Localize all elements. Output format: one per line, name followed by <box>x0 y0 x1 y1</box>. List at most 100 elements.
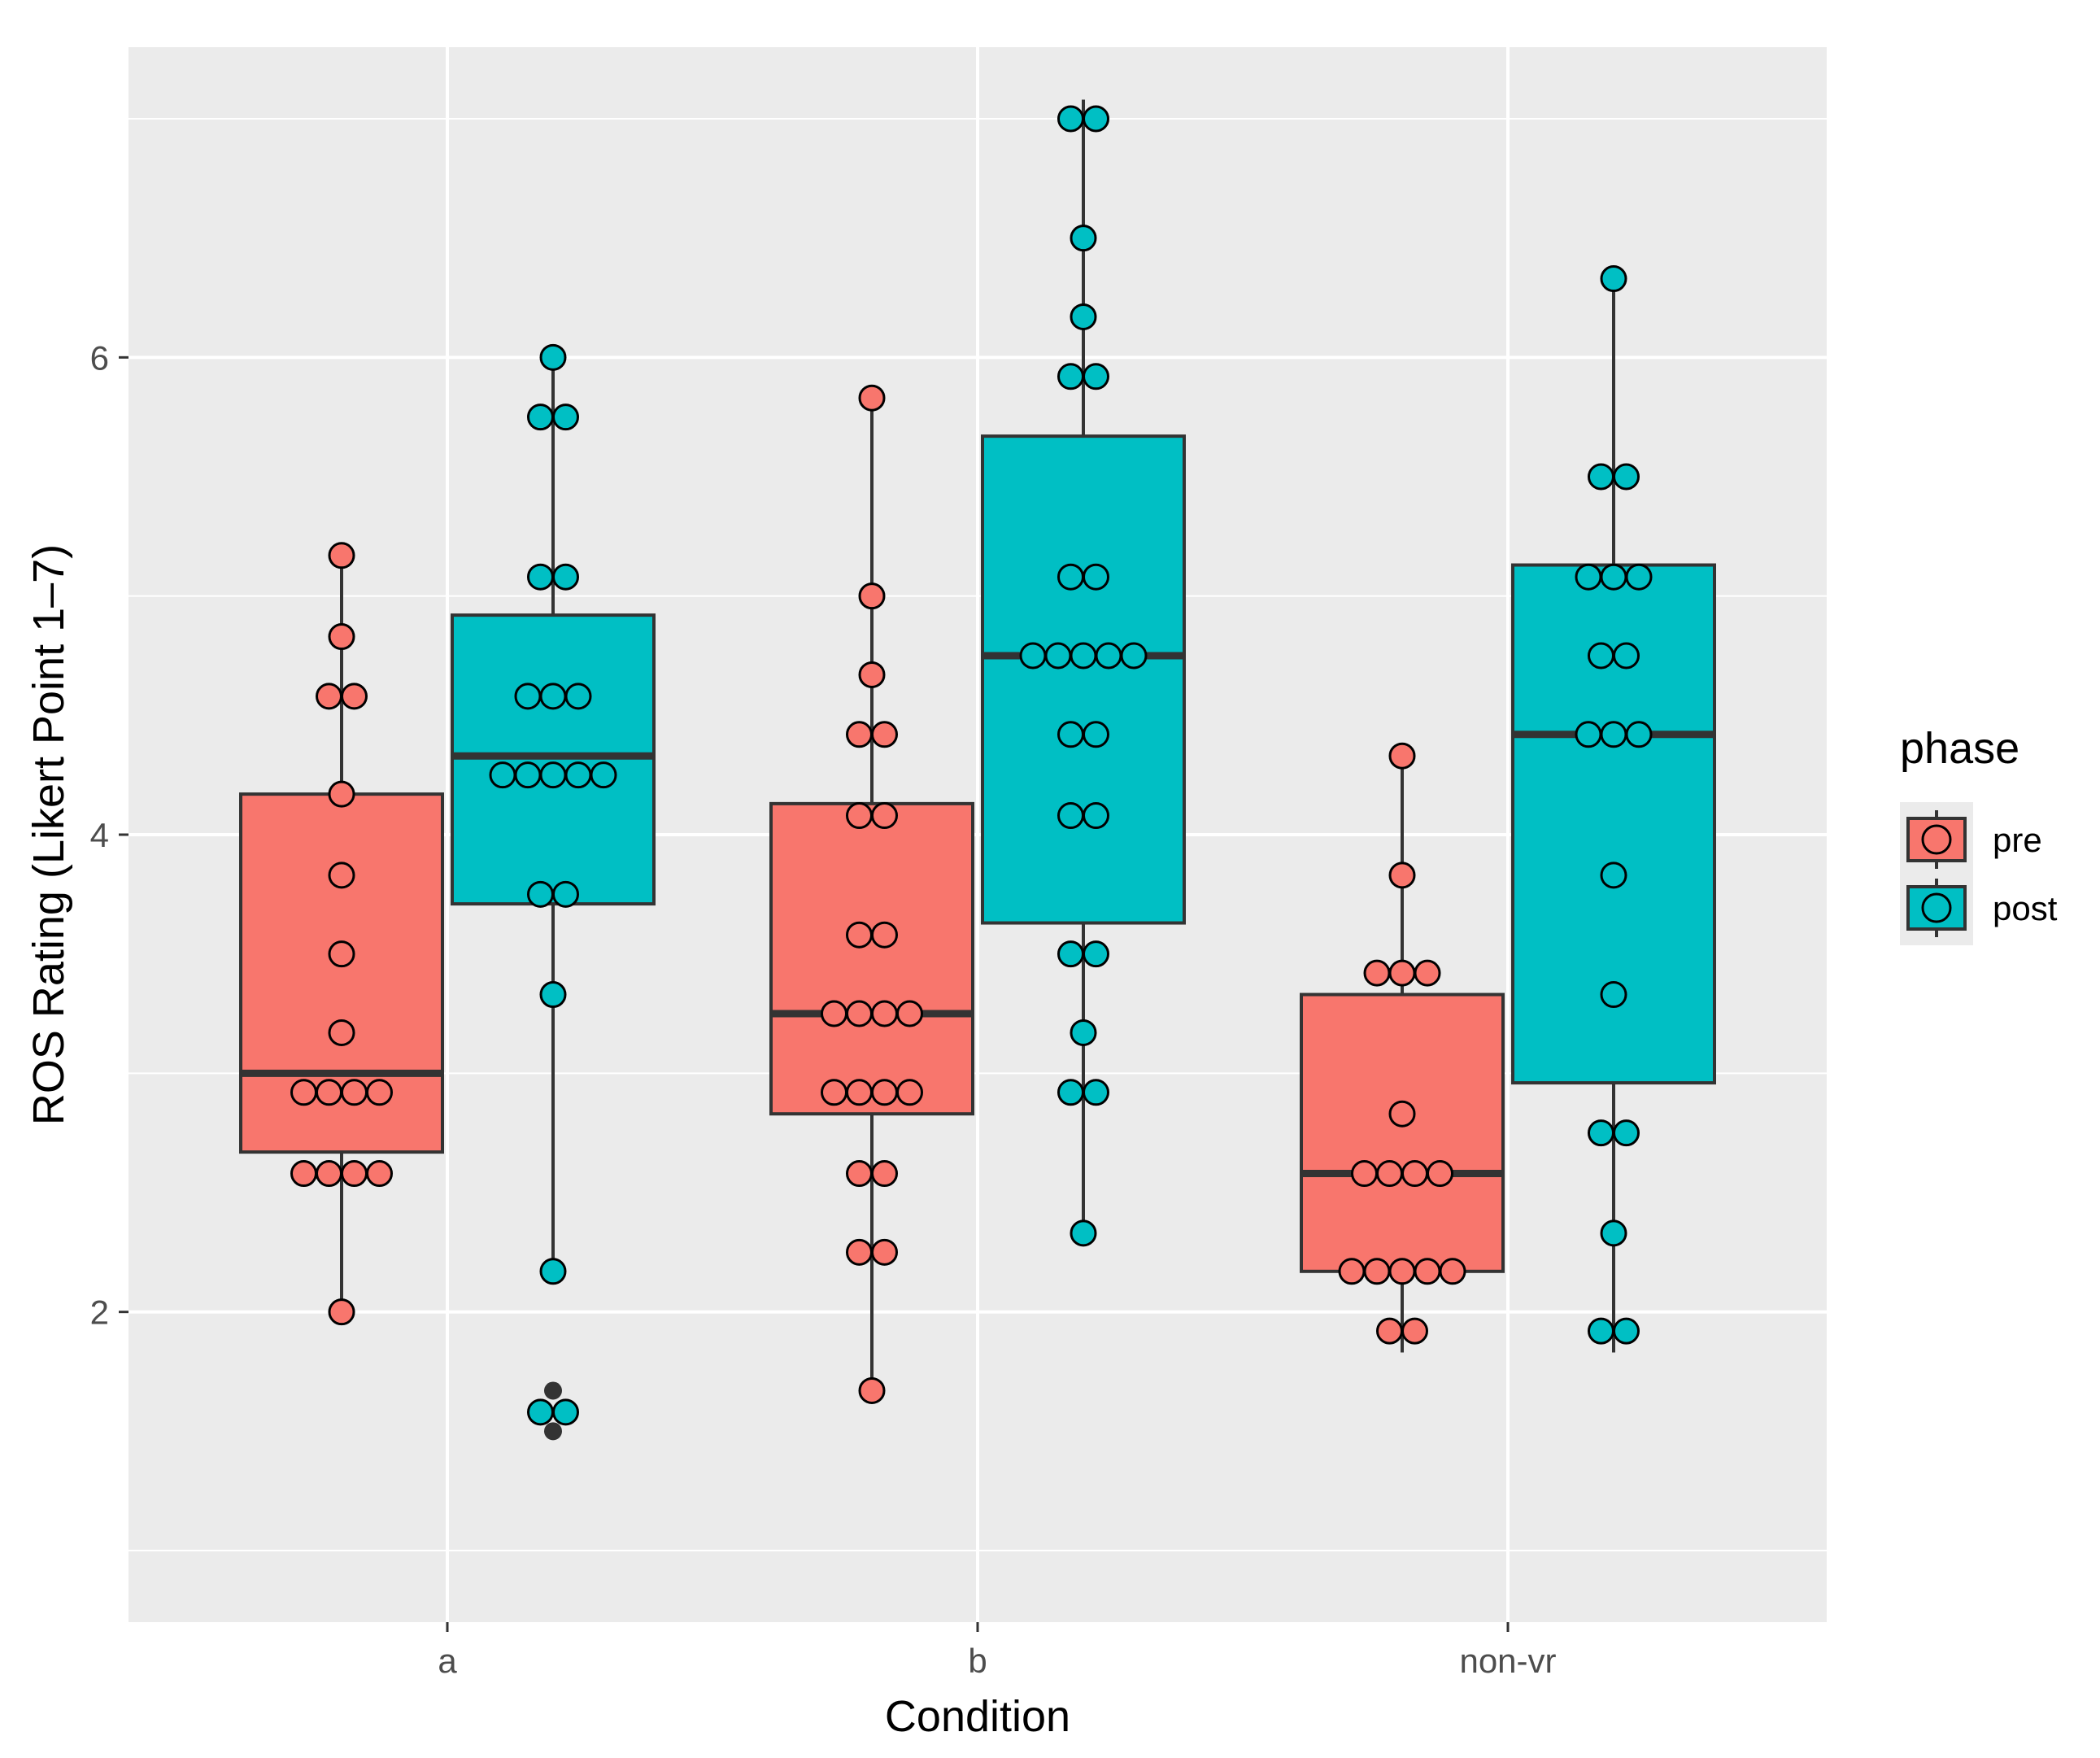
data-point-pre <box>871 921 898 949</box>
data-point-post <box>1575 721 1602 748</box>
data-point-pre <box>1401 1160 1428 1188</box>
data-point-post <box>1019 642 1047 670</box>
data-point-post <box>539 683 567 710</box>
data-point-post <box>590 761 617 789</box>
y-axis-title: ROS Rating (Likert Point 1–7) <box>24 544 73 1125</box>
box-iqr <box>1300 992 1505 1273</box>
box-pre-non-vr <box>1300 756 1505 1353</box>
data-point-pre <box>846 802 873 830</box>
data-point-pre <box>316 1160 342 1188</box>
data-point-post <box>539 761 567 789</box>
data-point-pre <box>290 1079 317 1106</box>
data-point-pre <box>328 542 355 569</box>
data-point-post <box>1083 802 1109 830</box>
box-post-b <box>981 99 1186 1233</box>
data-point-post <box>1083 1079 1109 1106</box>
data-point-pre <box>1388 1258 1416 1285</box>
data-point-pre <box>821 1000 847 1027</box>
box-iqr <box>239 792 444 1154</box>
y-tick-label: 6 <box>90 338 109 377</box>
data-point-pre <box>1401 1317 1428 1345</box>
data-point-pre <box>341 683 368 710</box>
data-point-pre <box>366 1160 393 1188</box>
data-point-post <box>1083 363 1109 390</box>
data-point-pre <box>1388 862 1416 889</box>
data-point-post <box>539 981 567 1009</box>
legend-key-dot <box>1921 892 1952 923</box>
data-point-post <box>1057 940 1084 968</box>
data-point-pre <box>328 862 355 889</box>
data-point-pre <box>1439 1258 1466 1285</box>
data-point-pre <box>328 780 355 808</box>
data-point-pre <box>846 1238 873 1266</box>
legend-title: phase <box>1900 724 2019 773</box>
data-point-pre <box>328 940 355 968</box>
data-point-pre <box>316 683 342 710</box>
data-points <box>290 105 1653 1426</box>
legend-key-pre <box>1906 810 1967 869</box>
data-point-post <box>1070 1219 1097 1247</box>
legend-key-dot <box>1921 824 1952 855</box>
box-iqr <box>769 801 974 1116</box>
data-point-post <box>564 683 592 710</box>
data-point-post <box>1588 1317 1614 1345</box>
data-point-post <box>1083 105 1109 133</box>
boxes <box>239 99 1716 1441</box>
data-point-pre <box>1376 1317 1403 1345</box>
data-point-post <box>1625 563 1653 591</box>
data-point-post <box>1057 563 1084 591</box>
x-tick-label: a <box>438 1642 457 1680</box>
data-point-pre <box>871 1000 898 1027</box>
data-point-pre <box>896 1000 923 1027</box>
data-point-pre <box>871 721 898 748</box>
data-point-pre <box>328 1298 355 1326</box>
data-point-pre <box>328 623 355 651</box>
data-point-post <box>1600 862 1627 889</box>
data-point-post <box>1083 721 1109 748</box>
data-point-post <box>1588 642 1614 670</box>
data-point-pre <box>858 1376 886 1404</box>
data-point-pre <box>821 1079 847 1106</box>
data-point-pre <box>1388 742 1416 770</box>
y-axis-ticks: 2 4 6 <box>90 338 129 1332</box>
data-point-post <box>527 404 554 431</box>
data-point-post <box>1600 721 1627 748</box>
data-point-post <box>1057 721 1084 748</box>
legend: phase pre post <box>1900 724 2058 945</box>
data-point-post <box>1600 981 1627 1009</box>
data-point-post <box>552 880 579 908</box>
data-point-pre <box>1414 959 1441 987</box>
data-point-pre <box>290 1160 317 1188</box>
data-point-pre <box>858 384 886 412</box>
data-point-post <box>1070 225 1097 252</box>
legend-key-post <box>1906 879 1967 937</box>
data-point-post <box>552 404 579 431</box>
data-point-pre <box>871 1238 898 1266</box>
data-point-post <box>1613 1317 1640 1345</box>
data-point-post <box>1600 1219 1627 1247</box>
data-point-pre <box>858 661 886 688</box>
data-point-pre <box>846 721 873 748</box>
data-point-pre <box>1338 1258 1366 1285</box>
data-point-pre <box>846 921 873 949</box>
x-axis-title: Condition <box>885 1692 1070 1741</box>
outlier-point <box>544 1422 562 1441</box>
data-point-post <box>1083 940 1109 968</box>
data-point-pre <box>1376 1160 1403 1188</box>
data-point-post <box>564 761 592 789</box>
data-point-post <box>1070 642 1097 670</box>
data-point-post <box>1613 463 1640 491</box>
data-point-post <box>1057 802 1084 830</box>
data-point-pre <box>1388 959 1416 987</box>
x-axis-ticks: a b non-vr <box>438 1622 1557 1680</box>
data-point-post <box>552 1398 579 1426</box>
data-point-pre <box>1363 1258 1391 1285</box>
data-point-post <box>539 343 567 371</box>
data-point-post <box>1588 1119 1614 1147</box>
data-point-pre <box>896 1079 923 1106</box>
data-point-post <box>1613 642 1640 670</box>
data-point-pre <box>846 1000 873 1027</box>
box-iqr <box>981 434 1186 925</box>
data-point-post <box>1613 1119 1640 1147</box>
